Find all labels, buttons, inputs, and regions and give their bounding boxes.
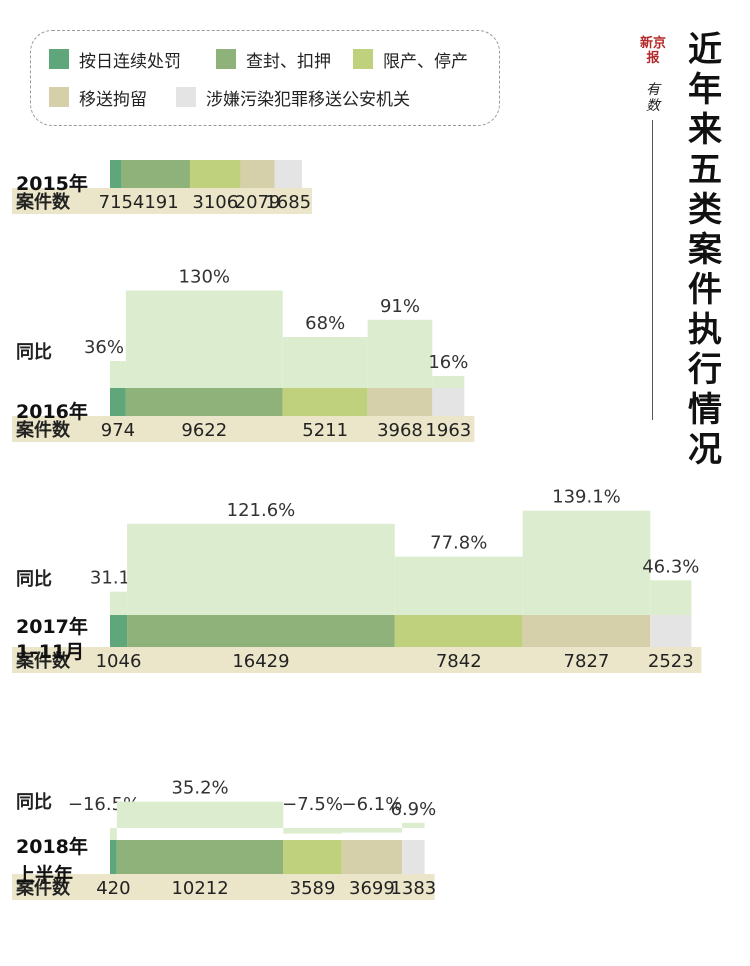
- yoy-block: [110, 361, 126, 388]
- count-value: 3106: [192, 192, 238, 213]
- legend-label: 移送拘留: [79, 89, 147, 110]
- count-value: 2523: [648, 651, 694, 672]
- count-row-label: 案件数: [15, 191, 71, 213]
- count-value: 2079: [235, 192, 281, 213]
- yoy-label: 6.9%: [391, 799, 437, 820]
- legend-label: 查封、扣押: [246, 51, 331, 72]
- yoy-block: [116, 801, 284, 828]
- count-value: 420: [96, 878, 130, 899]
- count-row-label: 案件数: [15, 419, 71, 441]
- yoy-block: [650, 580, 692, 615]
- period-label: 2015年: [16, 172, 88, 195]
- legend-swatch: [176, 87, 196, 107]
- yoy-block: [110, 591, 128, 615]
- period-label: 1–11月: [16, 641, 84, 663]
- count-value: 715: [99, 192, 133, 213]
- yoy-label: 35.2%: [171, 778, 228, 799]
- yoy-label: 36%: [84, 337, 124, 358]
- title-divider: [652, 120, 653, 420]
- bar-segment: [402, 840, 425, 880]
- count-value: 1383: [390, 878, 436, 899]
- yoy-block: [283, 828, 342, 834]
- count-row-bg: [12, 188, 312, 214]
- yoy-row-label: 同比: [16, 342, 52, 363]
- yoy-block: [367, 319, 433, 388]
- count-value: 4191: [133, 192, 179, 213]
- yoy-label: 16%: [428, 352, 468, 373]
- yoy-label: 77.8%: [430, 533, 487, 554]
- yoy-label: 139.1%: [552, 487, 621, 508]
- count-value: 5211: [302, 420, 348, 441]
- legend-label: 按日连续处罚: [79, 51, 181, 72]
- legend-swatch: [353, 49, 373, 69]
- brand-column: 有数: [646, 82, 660, 114]
- bar-segment: [116, 840, 284, 880]
- yoy-label: 121.6%: [227, 500, 296, 521]
- count-value: 974: [101, 420, 135, 441]
- yoy-block: [282, 337, 368, 388]
- count-row-label: 案件数: [15, 877, 71, 899]
- yoy-block: [127, 523, 395, 615]
- legend-swatch: [49, 49, 69, 69]
- legend-item: 限产、停产: [353, 47, 468, 72]
- count-row-label: 案件数: [15, 650, 71, 672]
- legend-swatch: [216, 49, 236, 69]
- yoy-row-label: 同比: [16, 792, 52, 813]
- bar-segment: [341, 840, 403, 880]
- count-value: 9622: [181, 420, 227, 441]
- period-label: 2016年: [16, 400, 88, 423]
- count-value: 1685: [265, 192, 311, 213]
- yoy-label: 91%: [380, 296, 420, 317]
- legend-label: 限产、停产: [383, 51, 468, 72]
- count-row-bg: [12, 416, 475, 442]
- count-row-bg: [12, 647, 702, 673]
- count-value: 7842: [436, 651, 482, 672]
- legend-item: 移送拘留: [49, 85, 147, 110]
- yoy-label: −7.5%: [282, 794, 343, 815]
- legend-item: 按日连续处罚: [49, 47, 181, 72]
- legend-item: 查封、扣押: [216, 47, 331, 72]
- bar-segment: [110, 840, 117, 880]
- yoy-label: 68%: [305, 313, 345, 334]
- yoy-row-label: 同比: [16, 569, 52, 590]
- yoy-block: [110, 828, 117, 841]
- period-label: 2018年: [16, 835, 88, 858]
- count-row-bg: [12, 874, 435, 900]
- yoy-block: [432, 376, 465, 388]
- bar-segment: [283, 840, 342, 880]
- yoy-label: 46.3%: [642, 556, 699, 577]
- yoy-label: 130%: [179, 267, 230, 288]
- count-value: 1046: [96, 651, 142, 672]
- yoy-block: [402, 822, 425, 828]
- count-value: 3699: [349, 878, 395, 899]
- count-value: 3968: [377, 420, 423, 441]
- chart-title: 近年来五类案件执行情况: [688, 30, 722, 470]
- period-label: 2017年: [16, 615, 88, 638]
- legend-swatch: [49, 87, 69, 107]
- count-value: 16429: [232, 651, 289, 672]
- yoy-block: [341, 828, 403, 833]
- bar-segment: [110, 160, 122, 198]
- bar-segment: [110, 615, 128, 657]
- period-label: 上半年: [16, 863, 73, 886]
- count-value: 7827: [564, 651, 610, 672]
- yoy-block: [125, 290, 283, 388]
- count-value: 3589: [290, 878, 336, 899]
- yoy-block: [522, 510, 651, 615]
- legend: 按日连续处罚 查封、扣押 限产、停产 移送拘留 涉嫌污染犯罪移送公安机关: [30, 30, 500, 126]
- count-value: 1963: [425, 420, 471, 441]
- legend-label: 涉嫌污染犯罪移送公安机关: [206, 89, 410, 110]
- yoy-block: [394, 556, 523, 615]
- legend-item: 涉嫌污染犯罪移送公安机关: [176, 85, 410, 110]
- count-value: 10212: [171, 878, 228, 899]
- yoy-label: −6.1%: [342, 794, 403, 815]
- brand-logo: 新京报: [640, 36, 667, 66]
